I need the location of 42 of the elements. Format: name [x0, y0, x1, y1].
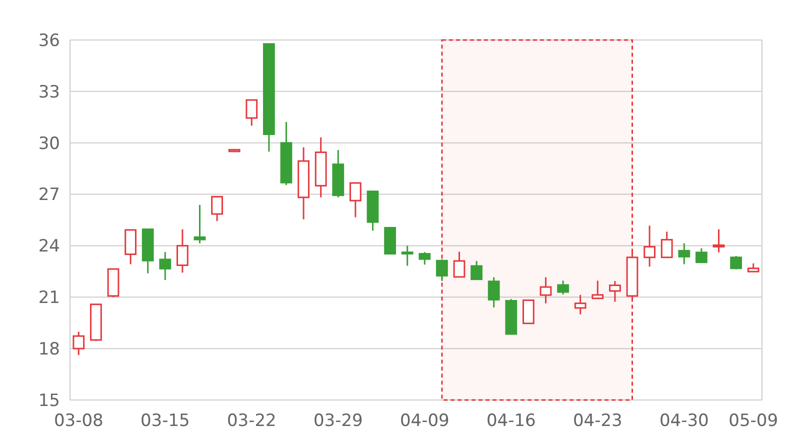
x-tick-label: 04-16: [486, 411, 536, 431]
y-tick-label: 24: [38, 236, 60, 257]
candlestick: [470, 260, 482, 280]
candlestick: [194, 204, 206, 244]
candlestick: [644, 224, 656, 268]
x-tick-label: 04-23: [572, 411, 622, 431]
candlestick: [176, 228, 188, 274]
candlestick: [436, 258, 448, 282]
y-tick-label: 15: [38, 390, 60, 411]
x-tick-label: 03-08: [54, 411, 104, 431]
candlestick: [574, 294, 586, 316]
y-tick-label: 21: [38, 288, 60, 308]
candlestick: [660, 230, 673, 258]
x-tick-label: 04-30: [659, 411, 709, 431]
candlestick: [488, 276, 500, 308]
candlestick: [418, 251, 431, 266]
candlestick: [350, 182, 362, 218]
candlestick: [678, 242, 690, 265]
candlestick: [246, 99, 258, 126]
candlestick: [696, 248, 708, 264]
y-tick-label: 36: [38, 30, 60, 51]
x-tick-label: 03-29: [313, 411, 363, 431]
candlestick: [159, 251, 172, 281]
x-tick-label: 05-09: [728, 411, 778, 431]
candlestick: [72, 331, 85, 356]
candlestick: [540, 276, 552, 304]
candlestick: [211, 196, 223, 222]
candlestick: [557, 280, 569, 296]
y-tick-label: 33: [38, 82, 60, 102]
y-tick-label: 18: [38, 340, 60, 360]
candlestick: [401, 244, 414, 267]
y-tick-label: 30: [38, 134, 60, 154]
y-tick-label: 27: [38, 185, 60, 206]
x-tick-label: 04-09: [400, 411, 450, 431]
candlestick: [712, 228, 725, 254]
candlestick: [609, 280, 621, 303]
candlestick: [730, 255, 742, 270]
x-tick-label: 03-22: [226, 411, 276, 431]
candlestick: [453, 250, 466, 278]
candlestick: [592, 280, 604, 300]
candlestick: [522, 299, 534, 324]
x-tick-label: 03-15: [140, 411, 190, 431]
